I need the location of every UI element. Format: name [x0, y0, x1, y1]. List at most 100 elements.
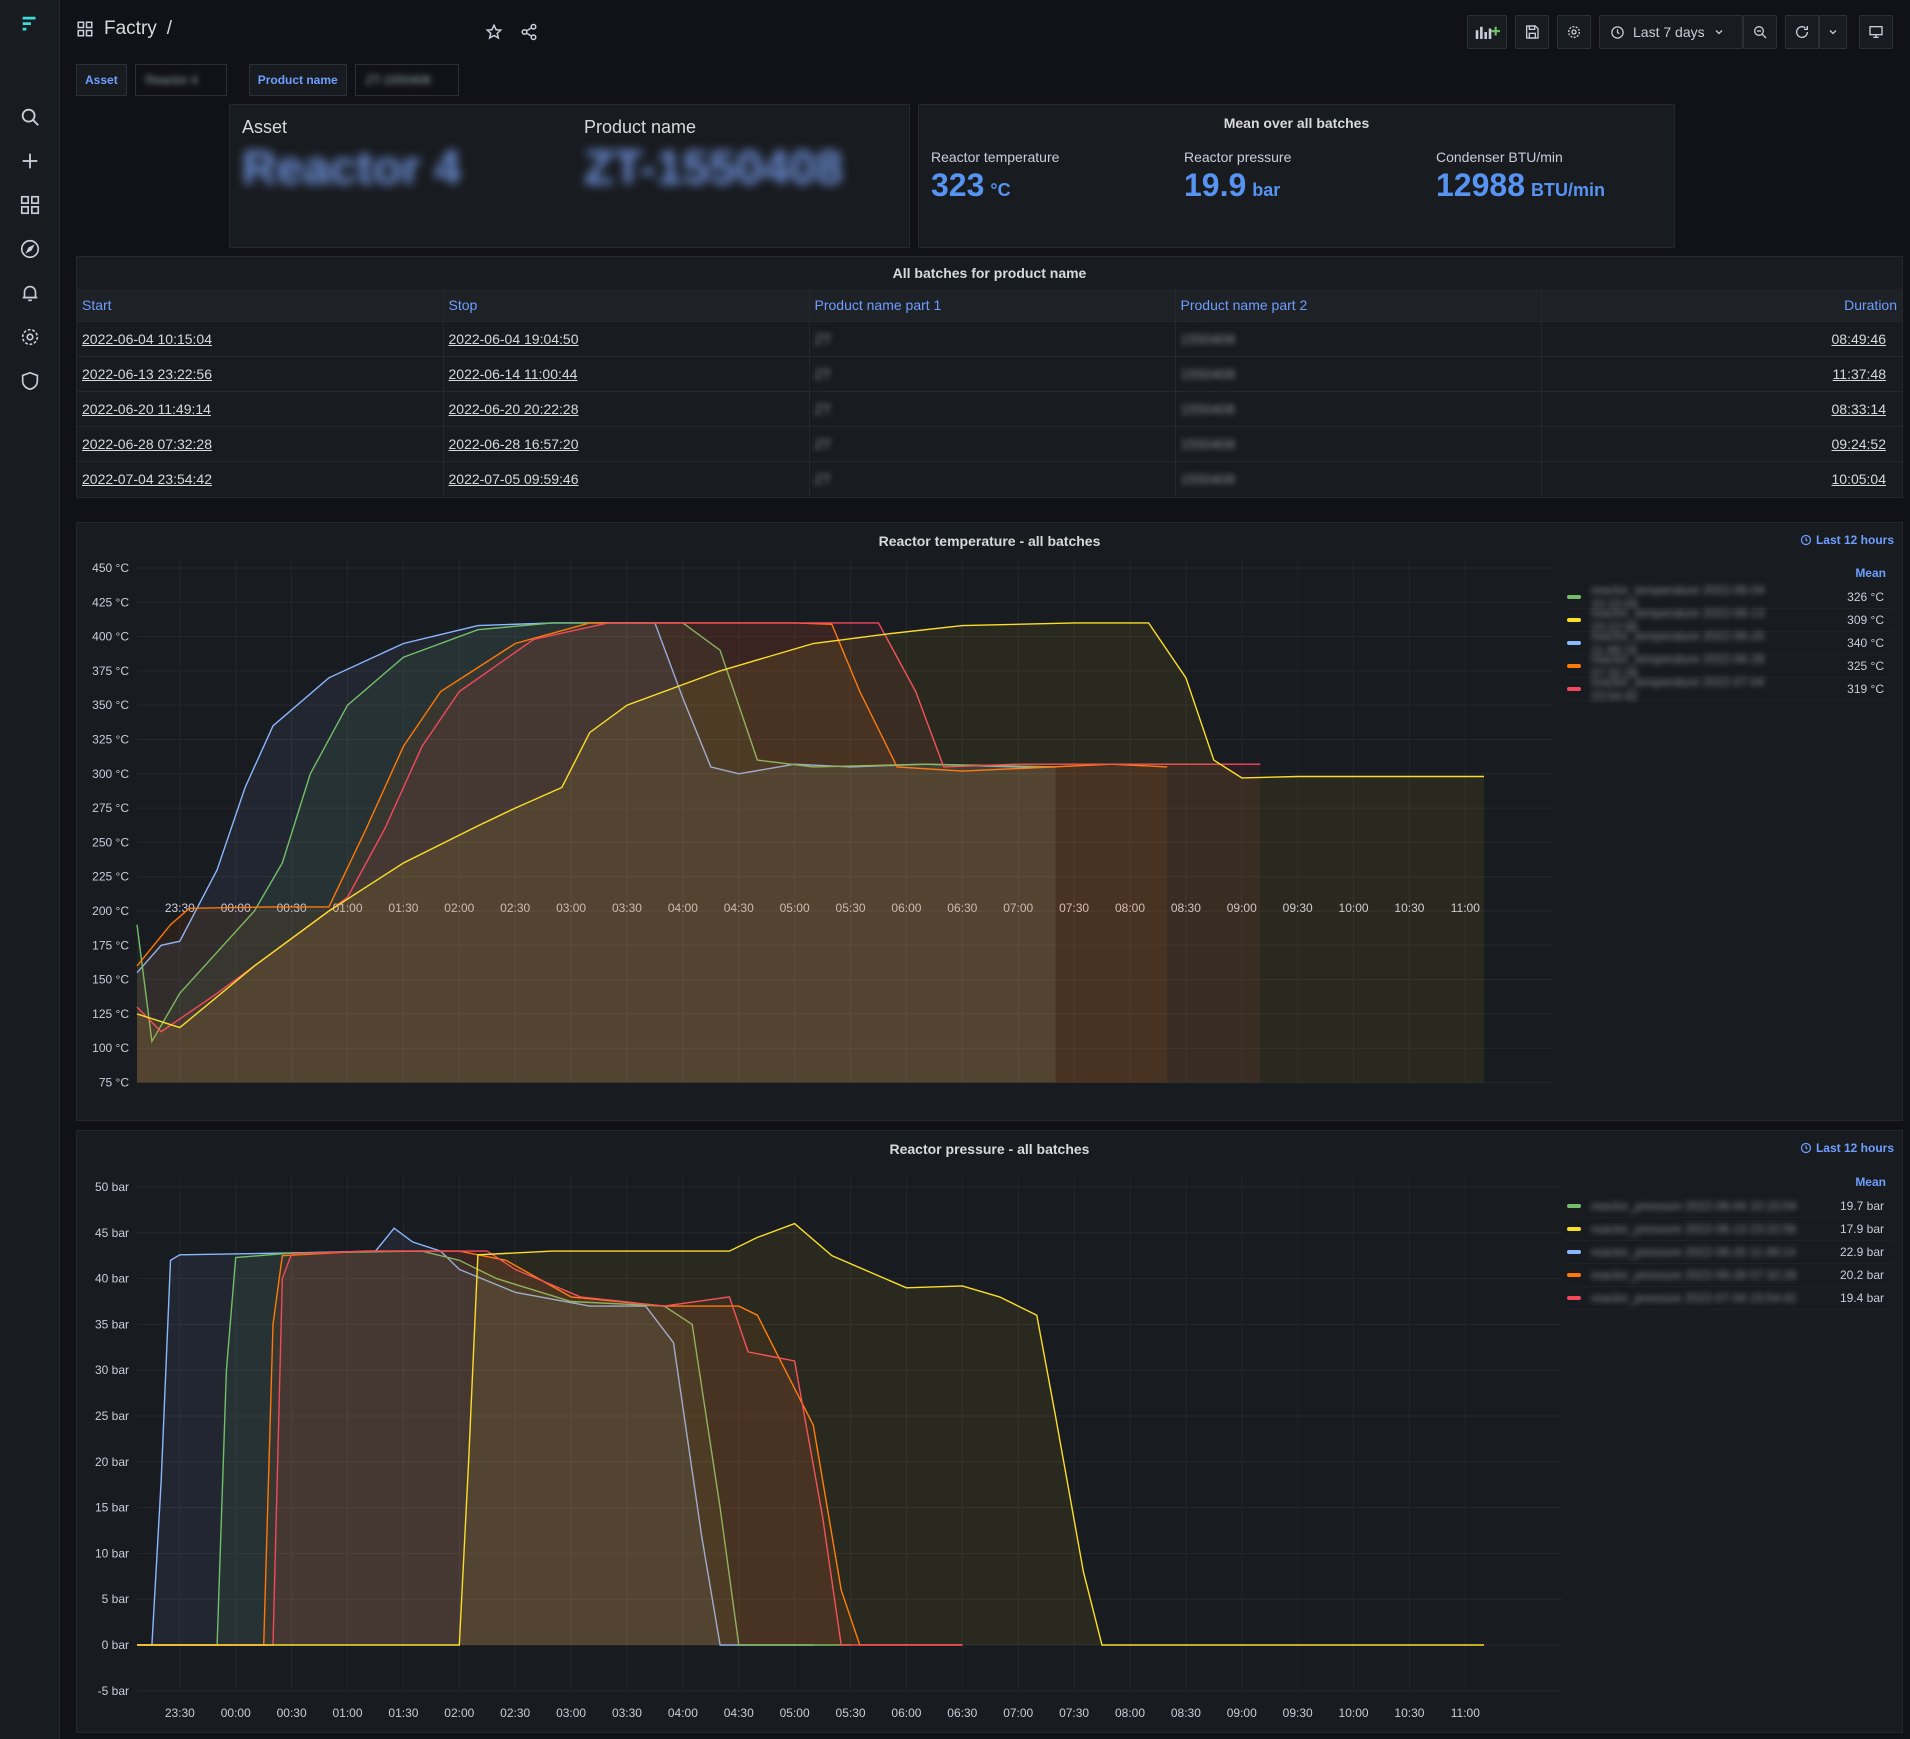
legend-item[interactable]: reactor_pressure 2022-07-04 23:54:42 19.4…: [1567, 1287, 1892, 1310]
duration-cell[interactable]: 08:33:14: [1541, 390, 1902, 426]
column-header-duration[interactable]: Duration: [1541, 289, 1902, 321]
batches-table-panel: All batches for product name Start Stop …: [76, 256, 1903, 498]
legend-item[interactable]: reactor_temperature 2022-06-04 10:15:04 3…: [1567, 583, 1892, 611]
start-cell[interactable]: 2022-06-20 11:49:14: [77, 390, 444, 426]
column-header-start[interactable]: Start: [77, 289, 444, 321]
legend-item[interactable]: reactor_pressure 2022-06-04 10:15:04 19.7…: [1567, 1195, 1892, 1218]
series-line[interactable]: [136, 622, 1168, 967]
start-cell[interactable]: 2022-06-13 23:22:56: [77, 355, 444, 391]
batches-table-title: All batches for product name: [892, 265, 1087, 281]
legend-mean-header: Mean: [1855, 1175, 1886, 1189]
refresh-interval-dropdown[interactable]: [1819, 15, 1847, 49]
dashboard-settings-button[interactable]: [1557, 15, 1591, 49]
configuration-gear-icon[interactable]: [15, 322, 45, 352]
legend-item[interactable]: reactor_pressure 2022-06-20 11:49:14 22.9…: [1567, 1241, 1892, 1264]
start-cell[interactable]: 2022-06-04 10:15:04: [77, 320, 444, 356]
legend-mean-value: 326 °C: [1847, 590, 1884, 604]
column-header-part2[interactable]: Product name part 2: [1175, 289, 1542, 321]
series-line[interactable]: [137, 1227, 814, 1646]
asset-variable-select[interactable]: Reactor 4: [134, 64, 227, 96]
part1-cell: ZT: [809, 320, 1176, 356]
series-line[interactable]: [137, 1250, 851, 1646]
stop-cell[interactable]: 2022-07-05 09:59:46: [443, 460, 810, 496]
stop-cell[interactable]: 2022-06-28 16:57:20: [443, 425, 810, 461]
series-area: [137, 622, 1261, 1083]
dashboards-icon[interactable]: [15, 190, 45, 220]
legend-color-swatch: [1567, 595, 1581, 599]
save-dashboard-button[interactable]: [1515, 15, 1549, 49]
time-range-picker[interactable]: Last 7 days: [1599, 15, 1743, 49]
breadcrumb-folder[interactable]: Factry: [104, 18, 157, 39]
x-tick-label: 05:30: [836, 901, 866, 915]
legend-item[interactable]: reactor_temperature 2022-06-13 23:22:56 3…: [1567, 606, 1892, 634]
legend-series-name: reactor_temperature 2022-06-28 07:32:28: [1591, 652, 1765, 680]
column-header-part1[interactable]: Product name part 1: [809, 289, 1176, 321]
x-tick-label: 10:30: [1394, 901, 1424, 915]
legend-mean-value: 19.7 bar: [1839, 1199, 1884, 1213]
pressure-chart[interactable]: 50 bar 45 bar 40 bar 35 bar 30 bar 25 bar 20 b…: [77, 1131, 1647, 1734]
legend-item[interactable]: reactor_temperature 2022-07-04 23:54:42 3…: [1567, 675, 1892, 703]
x-tick-label: 07:00: [1003, 1706, 1033, 1720]
x-tick-label: 07:30: [1059, 901, 1089, 915]
legend-series-name: reactor_pressure 2022-06-20 11:49:14: [1591, 1245, 1796, 1259]
x-tick-label: 01:00: [333, 1706, 363, 1720]
grafana-logo-icon[interactable]: [15, 10, 45, 40]
start-cell[interactable]: 2022-07-04 23:54:42: [77, 460, 444, 496]
star-icon[interactable]: [480, 18, 508, 46]
y-tick-label: 175 °C: [92, 938, 129, 952]
zoom-out-button[interactable]: [1743, 15, 1777, 49]
x-tick-label: 09:30: [1283, 1706, 1313, 1720]
temperature-chart-panel: Reactor temperature - all batches Last 1…: [76, 522, 1903, 1121]
legend-series-name: reactor_pressure 2022-07-04 23:54:42: [1591, 1291, 1797, 1305]
temperature-chart[interactable]: 450 °C 425 °C 400 °C 375 °C 350 °C 325 °C 300 …: [77, 523, 1637, 1122]
series-line[interactable]: [137, 1222, 1484, 1646]
y-tick-label: 20 bar: [95, 1455, 129, 1469]
search-icon[interactable]: [15, 102, 45, 132]
legend-item[interactable]: reactor_temperature 2022-06-20 11:49:14 3…: [1567, 629, 1892, 657]
part2-cell: 1550408: [1175, 320, 1542, 356]
stop-cell[interactable]: 2022-06-04 19:04:50: [443, 320, 810, 356]
stat-label: Reactor pressure: [1184, 149, 1292, 165]
part1-cell: ZT: [809, 460, 1176, 496]
tv-mode-button[interactable]: [1859, 15, 1893, 49]
duration-cell[interactable]: 09:24:52: [1541, 425, 1902, 461]
product-variable-select[interactable]: ZT-1550408: [354, 64, 459, 96]
stop-cell[interactable]: 2022-06-20 20:22:28: [443, 390, 810, 426]
y-tick-label: 200 °C: [92, 904, 129, 918]
top-navbar: Factry / Last 7 days: [60, 0, 1910, 64]
clock-icon: [1800, 534, 1812, 546]
duration-cell[interactable]: 10:05:04: [1541, 460, 1902, 496]
x-tick-label: 01:30: [388, 901, 418, 915]
series-line[interactable]: [137, 1250, 963, 1646]
y-tick-label: 40 bar: [95, 1272, 129, 1286]
share-icon[interactable]: [515, 18, 543, 46]
refresh-button[interactable]: [1785, 15, 1819, 49]
y-tick-label: 150 °C: [92, 973, 129, 987]
explore-compass-icon[interactable]: [15, 234, 45, 264]
add-panel-button[interactable]: [1467, 15, 1507, 49]
alerting-bell-icon[interactable]: [15, 278, 45, 308]
server-admin-shield-icon[interactable]: [15, 366, 45, 396]
legend-item[interactable]: reactor_pressure 2022-06-28 07:32:28 20.2…: [1567, 1264, 1892, 1287]
duration-cell[interactable]: 08:49:46: [1541, 320, 1902, 356]
legend-color-swatch: [1567, 664, 1581, 668]
product-variable-label: Product name: [248, 64, 347, 96]
x-tick-label: 00:30: [277, 1706, 307, 1720]
y-tick-label: 10 bar: [95, 1546, 129, 1560]
series-line[interactable]: [136, 622, 1484, 1029]
legend-item[interactable]: reactor_temperature 2022-06-28 07:32:28 3…: [1567, 652, 1892, 680]
y-tick-label: 350 °C: [92, 698, 129, 712]
duration-cell[interactable]: 11:37:48: [1541, 355, 1902, 391]
x-tick-label: 08:30: [1171, 901, 1201, 915]
x-tick-label: 08:30: [1171, 1706, 1201, 1720]
series-line[interactable]: [136, 622, 1056, 1044]
x-tick-label: 23:30: [165, 1706, 195, 1720]
x-tick-label: 09:30: [1283, 901, 1313, 915]
column-header-stop[interactable]: Stop: [443, 289, 810, 321]
part2-cell: 1550408: [1175, 355, 1542, 391]
legend-item[interactable]: reactor_pressure 2022-06-13 23:22:56 17.9…: [1567, 1218, 1892, 1241]
create-plus-icon[interactable]: [15, 146, 45, 176]
start-cell[interactable]: 2022-06-28 07:32:28: [77, 425, 444, 461]
x-tick-label: 08:00: [1115, 901, 1145, 915]
stop-cell[interactable]: 2022-06-14 11:00:44: [443, 355, 810, 391]
